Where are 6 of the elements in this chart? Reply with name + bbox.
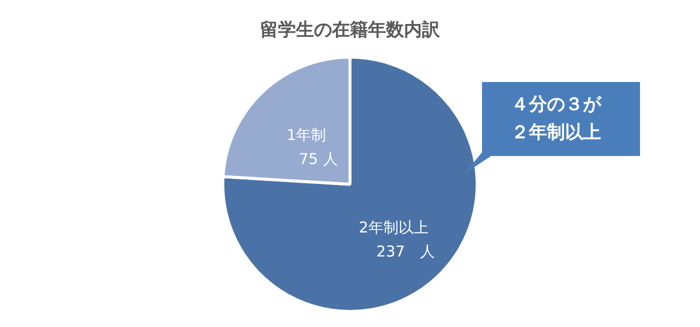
slice-label: 2年制以上: [358, 218, 428, 236]
chart-title: 留学生の在籍年数内訳: [260, 19, 441, 40]
data-label: 75 人: [298, 150, 338, 168]
slice-label: 1年制: [286, 126, 326, 144]
text: ４分の３が２年制以上: [511, 93, 603, 145]
data-label: 237 人: [376, 242, 435, 260]
